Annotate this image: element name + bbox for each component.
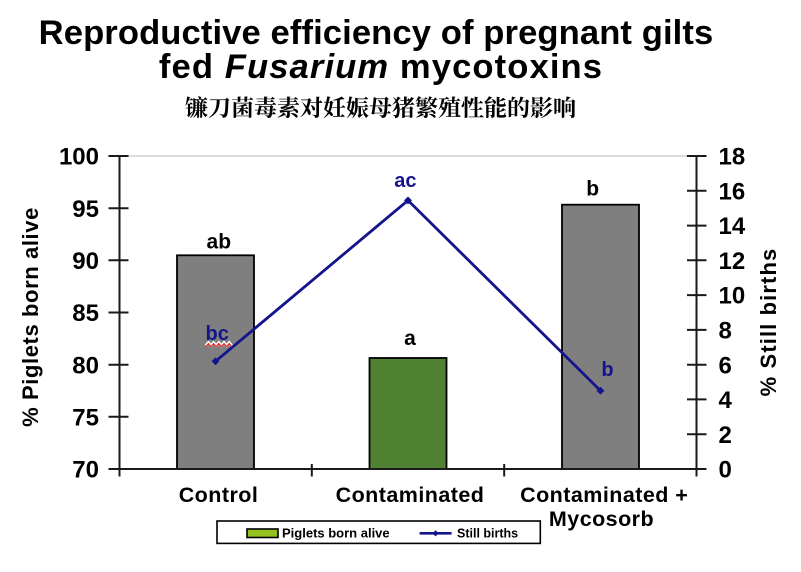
- svg-text:fed Fusarium mycotoxins: fed Fusarium mycotoxins: [159, 48, 603, 86]
- svg-text:Piglets born alive: Piglets born alive: [282, 526, 390, 541]
- svg-text:Contaminated +: Contaminated +: [520, 483, 688, 507]
- svg-text:4: 4: [719, 387, 733, 414]
- svg-text:8: 8: [719, 318, 732, 345]
- svg-text:b: b: [601, 359, 613, 381]
- svg-text:10: 10: [719, 283, 746, 310]
- svg-text:Mycosorb: Mycosorb: [549, 507, 654, 531]
- svg-text:75: 75: [72, 404, 99, 431]
- svg-text:% Still births: % Still births: [756, 248, 781, 397]
- svg-text:100: 100: [59, 144, 99, 171]
- svg-text:a: a: [404, 327, 416, 350]
- svg-text:bc: bc: [206, 323, 229, 345]
- svg-text:0: 0: [719, 457, 732, 484]
- svg-text:85: 85: [72, 300, 99, 327]
- svg-text:80: 80: [72, 352, 99, 379]
- svg-text:Reproductive efficiency of pre: Reproductive efficiency of pregnant gilt…: [39, 14, 714, 52]
- svg-text:% Piglets born alive: % Piglets born alive: [18, 207, 43, 427]
- svg-text:Contaminated: Contaminated: [336, 483, 485, 507]
- svg-text:18: 18: [719, 144, 746, 171]
- svg-text:ab: ab: [207, 231, 232, 254]
- svg-text:Still births: Still births: [457, 527, 518, 541]
- svg-text:70: 70: [72, 457, 99, 484]
- svg-text:14: 14: [719, 213, 746, 240]
- svg-text:Control: Control: [179, 483, 259, 507]
- svg-text:90: 90: [72, 248, 99, 275]
- svg-text:2: 2: [719, 422, 732, 449]
- svg-text:95: 95: [72, 196, 99, 223]
- svg-text:16: 16: [719, 178, 746, 205]
- svg-text:b: b: [586, 178, 599, 201]
- svg-text:6: 6: [719, 352, 732, 379]
- svg-text:12: 12: [719, 248, 746, 275]
- svg-text:ac: ac: [394, 170, 416, 192]
